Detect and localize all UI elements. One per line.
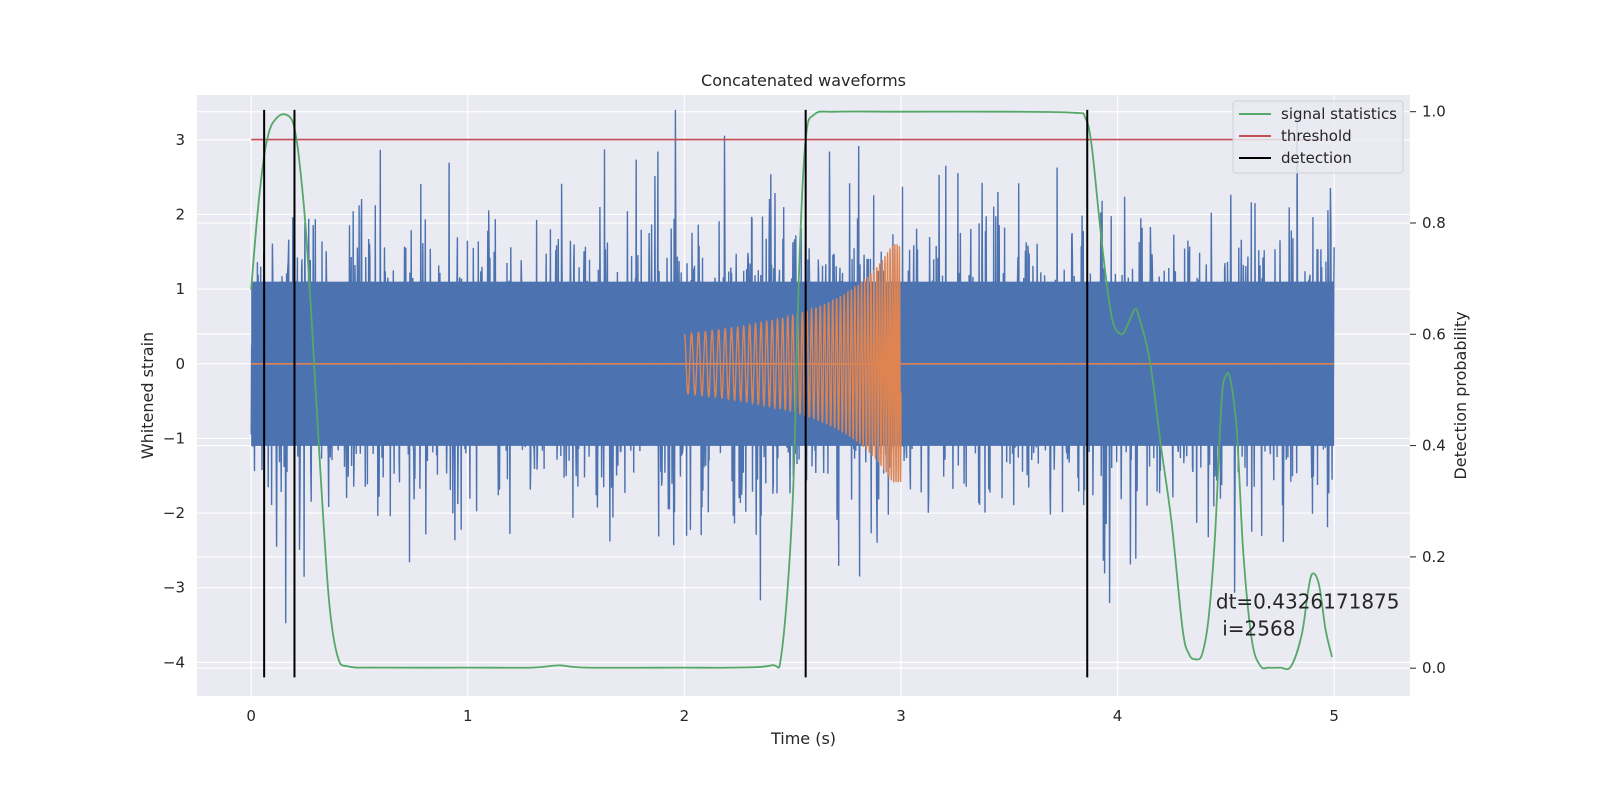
plot-area [250, 109, 1335, 678]
legend: signal statistics threshold detection [1232, 100, 1404, 174]
y-tick-label: 0 [175, 355, 185, 373]
y-right-tick-label: 0.0 [1422, 659, 1446, 677]
injection-chirp-line [683, 244, 902, 483]
y-tick-label: −2 [163, 504, 185, 522]
y-right-tick-label: 0.2 [1422, 548, 1446, 566]
x-tick-label: 3 [896, 707, 906, 725]
y-tick-label: −4 [163, 653, 185, 671]
annotation-dt: dt=0.4326171875 [1216, 590, 1400, 614]
x-tick-label: 0 [246, 707, 256, 725]
x-tick-label: 1 [463, 707, 473, 725]
x-tick-label: 4 [1113, 707, 1123, 725]
noise-series-line [250, 109, 1335, 624]
legend-box [1232, 100, 1404, 174]
y-right-tick-label: 0.8 [1422, 214, 1446, 232]
annotation-index: i=2568 [1216, 617, 1296, 641]
x-tick-label: 5 [1329, 707, 1339, 725]
y-axis-label: Whitened strain [138, 332, 157, 459]
legend-entry-detection-label: detection [1281, 149, 1352, 167]
chart-title: Concatenated waveforms [701, 71, 906, 90]
y-tick-label: 3 [175, 131, 185, 149]
y-tick-label: 1 [175, 280, 185, 298]
annotation: dt=0.4326171875 i=2568 [1216, 590, 1400, 641]
y-right-tick-label: 0.6 [1422, 325, 1446, 343]
legend-entry-signal-statistics-label: signal statistics [1281, 105, 1397, 123]
y-tick-label: −3 [163, 579, 185, 597]
signal-statistics-line [250, 110, 1333, 671]
y-tick-label: −1 [163, 429, 185, 447]
y-axis-right-label: Detection probability [1451, 311, 1470, 479]
y-tick-label: 2 [175, 205, 185, 223]
y-right-tick-label: 1.0 [1422, 103, 1446, 121]
x-tick-label: 2 [680, 707, 690, 725]
y-right-tick-label: 0.4 [1422, 437, 1446, 455]
legend-entry-threshold-label: threshold [1281, 127, 1352, 145]
x-axis-label: Time (s) [770, 729, 836, 748]
ticks: 0 1 2 3 4 5 −4 −3 −2 −1 0 1 2 3 0.0 0.2 0.4 0.6 0.8 1.0 [163, 103, 1446, 725]
